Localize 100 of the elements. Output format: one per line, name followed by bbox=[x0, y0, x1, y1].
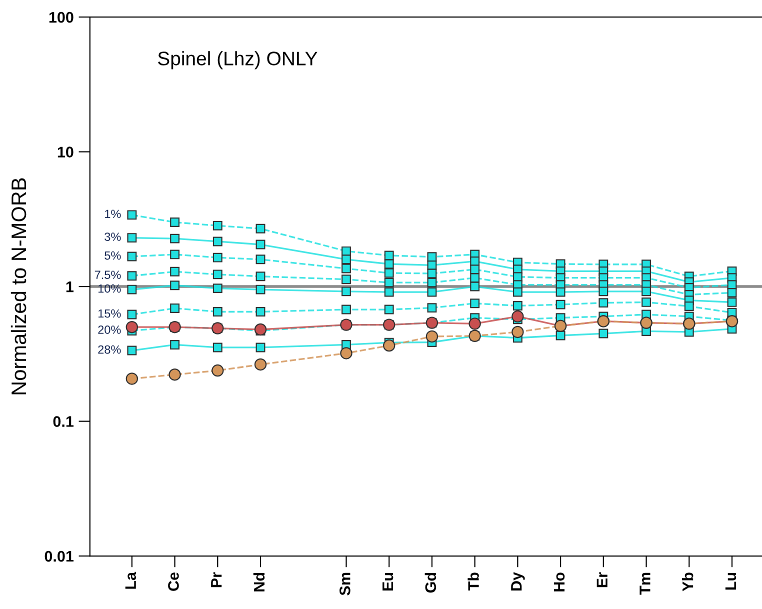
point bbox=[254, 323, 267, 336]
series-label: 15% bbox=[98, 309, 121, 318]
point bbox=[170, 250, 180, 260]
point bbox=[212, 284, 222, 294]
point bbox=[470, 264, 480, 274]
point bbox=[256, 254, 266, 264]
point bbox=[384, 250, 394, 260]
point bbox=[427, 278, 437, 288]
point bbox=[426, 330, 438, 343]
point bbox=[427, 252, 437, 262]
point bbox=[512, 301, 522, 310]
point bbox=[127, 233, 137, 243]
point bbox=[212, 236, 222, 246]
x-tick-label: Pr bbox=[211, 572, 222, 588]
point bbox=[642, 286, 651, 296]
point bbox=[256, 224, 266, 234]
point bbox=[512, 326, 524, 338]
point bbox=[556, 287, 566, 297]
series-label: 10% bbox=[98, 284, 121, 293]
x-tick-label: La bbox=[125, 572, 136, 589]
point bbox=[342, 304, 351, 314]
point bbox=[384, 278, 394, 288]
point bbox=[382, 339, 396, 352]
x-tick-label: Er bbox=[596, 572, 608, 588]
series-label: 28% bbox=[98, 345, 121, 354]
series-label: 1% bbox=[105, 210, 121, 218]
y-tick-label: 1 bbox=[66, 282, 74, 292]
point bbox=[470, 298, 480, 308]
point bbox=[256, 272, 266, 282]
point bbox=[427, 260, 437, 270]
y-tick-label: 100 bbox=[49, 12, 74, 23]
point bbox=[342, 274, 351, 284]
point bbox=[427, 303, 437, 313]
point bbox=[384, 304, 394, 314]
x-tick-label: Eu bbox=[382, 572, 394, 590]
x-tick-label: Sm bbox=[340, 572, 350, 596]
x-tick-label: Ce bbox=[168, 572, 179, 591]
x-tick-label: Nd bbox=[253, 572, 265, 592]
point bbox=[470, 282, 480, 292]
point bbox=[126, 320, 138, 334]
point bbox=[170, 304, 180, 313]
point bbox=[642, 297, 651, 307]
point bbox=[684, 302, 694, 311]
annotation: Spinel (Lhz) ONLY bbox=[158, 51, 318, 70]
point bbox=[727, 297, 737, 307]
x-tick-label: Yb bbox=[682, 572, 694, 592]
point bbox=[212, 307, 222, 316]
point bbox=[256, 284, 266, 294]
point bbox=[598, 298, 608, 308]
point bbox=[340, 347, 352, 360]
x-tick-label: Tb bbox=[468, 572, 479, 590]
series-label: 5% bbox=[104, 251, 121, 260]
point bbox=[256, 342, 266, 352]
point bbox=[127, 210, 137, 220]
y-axis-title: Normalized to N-MORB bbox=[10, 178, 26, 394]
point bbox=[598, 286, 608, 296]
series-label: 7.5% bbox=[94, 270, 121, 280]
point bbox=[127, 310, 137, 320]
point bbox=[170, 340, 180, 350]
x-tick-label: Gd bbox=[424, 572, 436, 593]
point bbox=[384, 287, 394, 297]
point bbox=[727, 288, 737, 298]
point bbox=[256, 307, 266, 316]
point bbox=[168, 368, 181, 381]
series-label: 20% bbox=[98, 326, 121, 334]
point bbox=[342, 264, 351, 274]
x-tick-label: Ho bbox=[554, 572, 565, 592]
point bbox=[598, 328, 608, 338]
point bbox=[127, 252, 137, 262]
point bbox=[556, 330, 566, 340]
point bbox=[127, 284, 137, 294]
point bbox=[212, 364, 224, 377]
point bbox=[470, 273, 480, 283]
point bbox=[512, 287, 522, 297]
y-tick-label: 10 bbox=[58, 146, 74, 158]
point bbox=[127, 346, 137, 356]
point bbox=[212, 252, 222, 262]
point bbox=[512, 310, 524, 323]
point bbox=[427, 287, 437, 297]
point bbox=[384, 268, 394, 278]
point bbox=[127, 271, 137, 281]
point bbox=[170, 266, 180, 276]
x-tick-label: Dy bbox=[511, 572, 525, 590]
point bbox=[126, 372, 138, 385]
point bbox=[170, 280, 180, 290]
point bbox=[212, 220, 222, 230]
point bbox=[170, 218, 180, 227]
point bbox=[342, 254, 351, 264]
point bbox=[556, 300, 566, 310]
x-tick-label: Tm bbox=[640, 572, 650, 595]
point bbox=[384, 259, 394, 269]
point bbox=[212, 270, 222, 280]
point bbox=[212, 342, 222, 352]
x-tick-label: Lu bbox=[725, 572, 736, 590]
point bbox=[342, 286, 351, 296]
point bbox=[427, 268, 437, 278]
point bbox=[256, 240, 266, 250]
point bbox=[468, 318, 481, 330]
series-label: 3% bbox=[104, 232, 121, 241]
point bbox=[170, 234, 180, 244]
